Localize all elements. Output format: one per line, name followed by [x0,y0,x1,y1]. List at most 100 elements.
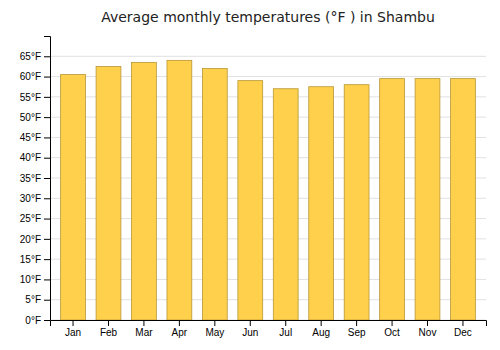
y-axis-line [44,37,51,321]
x-tick-label: Apr [172,327,188,338]
y-tick-mark [44,178,50,179]
x-tick-label: Jan [65,327,81,338]
y-tick-label: 20°F [20,234,41,245]
x-tick-label: Jul [279,327,292,338]
x-tick-mark [108,320,109,326]
y-tick-label: 45°F [20,132,41,143]
x-tick: Jul [279,320,292,338]
y-tick: 20°F [20,234,50,245]
x-tick-mark [462,320,463,326]
y-tick: 35°F [20,173,50,184]
y-tick: 15°F [20,254,50,265]
bar [167,60,192,320]
y-tick-label: 40°F [20,152,41,163]
x-tick-label: May [205,327,224,338]
bar [273,89,298,320]
y-tick: 65°F [20,51,50,62]
y-tick-mark [44,56,50,57]
x-tick: Apr [172,320,188,338]
x-tick-mark [73,320,74,326]
y-tick-mark [44,97,50,98]
y-tick: 55°F [20,92,50,103]
y-tick-mark [44,259,50,260]
y-tick-label: 30°F [20,193,41,204]
chart: 0°F 5°F 10°F 15°F 20°F 25°F 30°F 35°F 40°F 45°F 50… [0,0,500,350]
bar [61,75,86,320]
x-tick-mark [214,320,215,326]
y-tick-label: 50°F [20,112,41,123]
x-tick-mark [427,320,428,326]
y-tick: 5°F [25,294,50,305]
y-tick: 45°F [20,132,50,143]
title: Average monthly temperatures (°F ) in Sh… [101,9,435,25]
y-tick-label: 60°F [20,71,41,82]
y-tick: 40°F [20,152,50,163]
y-tick: 50°F [20,112,50,123]
x-tick: Mar [135,320,153,338]
y-tick-mark [44,300,50,301]
y-tick-mark [44,117,50,118]
x-tick-mark [179,320,180,326]
bar [96,66,121,320]
y-tick-label: 10°F [20,274,41,285]
bar [451,79,476,320]
bar [202,68,227,320]
y-tick-label: 35°F [20,173,41,184]
y-tick: 25°F [20,213,50,224]
y-tick-label: 5°F [25,294,41,305]
y-tick-mark [44,158,50,159]
y-tick-mark [44,219,50,220]
x-tick: Jun [242,320,258,338]
x-tick-label: Oct [384,327,400,338]
y-tick-label: 25°F [20,213,41,224]
x-tick-mark [285,320,286,326]
x-tick-label: Aug [312,327,330,338]
y-tick: 0°F [25,315,50,326]
x-axis-line [51,321,487,327]
y-tick-label: 55°F [20,92,41,103]
x-tick-label: Feb [100,327,118,338]
y-tick-mark [44,239,50,240]
y-tick: 30°F [20,193,50,204]
x-tick-label: Mar [135,327,153,338]
x-tick: Dec [454,320,472,338]
y-tick-mark [44,198,50,199]
bar [238,81,263,320]
x-axis: Jan Feb Mar Apr May Jun Jul Aug Sep Oct Nov Dec [51,320,487,338]
x-tick: Nov [419,320,437,338]
x-tick: May [205,320,224,338]
x-tick-label: Jun [242,327,258,338]
x-tick: Feb [100,320,118,338]
x-tick: Oct [384,320,400,338]
y-tick-label: 15°F [20,254,41,265]
y-tick-mark [44,137,50,138]
y-tick-mark [44,320,50,321]
bar [415,79,440,320]
x-tick-label: Sep [348,327,366,338]
y-tick: 10°F [20,274,50,285]
y-tick-mark [44,77,50,78]
x-tick-mark [356,320,357,326]
bar [309,87,334,320]
x-tick: Sep [348,320,366,338]
x-tick-label: Dec [454,327,472,338]
bar [380,79,405,320]
y-tick-label: 0°F [25,315,41,326]
bars [61,60,476,320]
x-tick-label: Nov [419,327,437,338]
x-tick: Jan [65,320,81,338]
plot: 0°F 5°F 10°F 15°F 20°F 25°F 30°F 35°F 40°F 45°F 50… [20,37,487,339]
x-tick: Aug [312,320,330,338]
x-tick-mark [321,320,322,326]
grid [50,56,486,320]
bar [344,85,369,320]
bar [132,62,157,320]
x-tick-mark [392,320,393,326]
y-axis: 0°F 5°F 10°F 15°F 20°F 25°F 30°F 35°F 40°F 45°F 50… [20,37,51,326]
x-tick-mark [250,320,251,326]
y-tick: 60°F [20,71,50,82]
x-tick-mark [143,320,144,326]
y-tick-mark [44,279,50,280]
y-tick-label: 65°F [20,51,41,62]
grid-line [50,56,486,57]
